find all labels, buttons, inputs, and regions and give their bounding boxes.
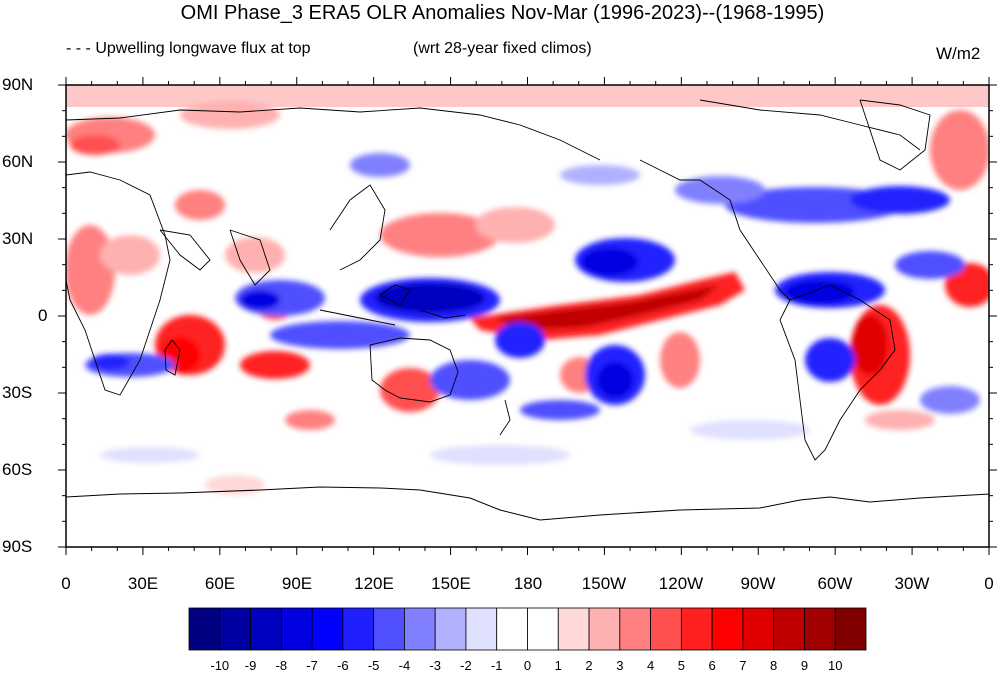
colorbar-label: 5 xyxy=(677,658,685,673)
colorbar-label: -6 xyxy=(337,658,349,673)
colorbar-swatch xyxy=(742,607,775,651)
lon-label-90w: 90W xyxy=(740,574,776,593)
colorbar-label: 10 xyxy=(827,658,843,673)
units-label: W/m2 xyxy=(936,44,981,63)
colorbar-swatch xyxy=(804,607,836,651)
colorbar-label: -9 xyxy=(244,658,257,673)
colorbar-label: -1 xyxy=(490,658,503,673)
lon-label-30e: 30E xyxy=(127,574,159,593)
colorbar xyxy=(188,607,867,651)
colorbar-label: -10 xyxy=(210,658,230,673)
colorbar-swatch xyxy=(342,607,375,651)
lon-label-0-end: 0 xyxy=(984,574,994,593)
colorbar-swatch xyxy=(250,607,282,651)
lat-label-eq: 0 xyxy=(38,306,48,325)
lon-label-120w: 120W xyxy=(658,574,704,593)
lon-label-120e: 120E xyxy=(354,574,394,593)
colorbar-label: -2 xyxy=(460,658,472,673)
colorbar-label: 3 xyxy=(616,658,624,673)
lon-label-60e: 60E xyxy=(204,574,236,593)
colorbar-swatch xyxy=(680,607,713,651)
colorbar-label: 6 xyxy=(708,658,716,673)
colorbar-swatch xyxy=(311,607,344,651)
colorbar-label: -8 xyxy=(275,658,288,673)
colorbar-swatch xyxy=(588,607,621,651)
variable-subtitle: - - - Upwelling longwave flux at top xyxy=(66,40,311,57)
colorbar-label: 8 xyxy=(770,658,778,673)
lon-label-150w: 150W xyxy=(581,574,627,593)
colorbar-swatch xyxy=(557,607,590,651)
lon-label-30w: 30W xyxy=(894,574,930,593)
colorbar-swatch xyxy=(373,607,405,651)
lon-label-180: 180 xyxy=(513,574,543,593)
lat-label-90n: 90N xyxy=(2,75,34,94)
lon-label-90e: 90E xyxy=(281,574,313,593)
colorbar-label: 4 xyxy=(646,658,655,673)
colorbar-swatch xyxy=(188,607,221,651)
colorbar-swatch xyxy=(650,607,682,651)
colorbar-swatch xyxy=(711,607,744,651)
axis-ticks xyxy=(58,77,997,555)
anomaly-field xyxy=(66,85,989,547)
colorbar-label: 0 xyxy=(523,658,532,673)
colorbar-swatch xyxy=(834,607,867,651)
colorbar-swatch xyxy=(465,607,498,651)
lat-label-60s: 60S xyxy=(2,460,33,479)
colorbar-swatch xyxy=(219,607,251,651)
colorbar-label: 9 xyxy=(800,658,809,673)
colorbar-label: 7 xyxy=(739,658,747,673)
lat-label-90s: 90S xyxy=(2,537,33,556)
colorbar-swatch xyxy=(773,607,805,651)
colorbar-label: 2 xyxy=(585,658,593,673)
colorbar-label: -3 xyxy=(429,658,441,673)
lon-label-0: 0 xyxy=(61,574,71,593)
colorbar-label: -7 xyxy=(306,658,318,673)
lat-label-30n: 30N xyxy=(2,229,34,248)
lat-label-60n: 60N xyxy=(2,152,34,171)
chart-title: OMI Phase_3 ERA5 OLR Anomalies Nov-Mar (… xyxy=(180,2,825,24)
colorbar-swatch xyxy=(434,607,467,651)
colorbar-swatch xyxy=(619,607,651,651)
colorbar-swatch xyxy=(527,607,559,651)
lon-label-60w: 60W xyxy=(817,574,853,593)
colorbar-label: -5 xyxy=(367,658,380,673)
lon-label-150e: 150E xyxy=(431,574,471,593)
colorbar-swatch xyxy=(496,607,528,651)
colorbar-label: -4 xyxy=(398,658,411,673)
colorbar-label: 1 xyxy=(554,658,562,673)
colorbar-swatch xyxy=(280,607,313,651)
lat-label-30s: 30S xyxy=(2,383,33,402)
colorbar-swatch xyxy=(404,607,436,651)
climatology-subtitle: (wrt 28-year fixed climos) xyxy=(413,40,592,57)
